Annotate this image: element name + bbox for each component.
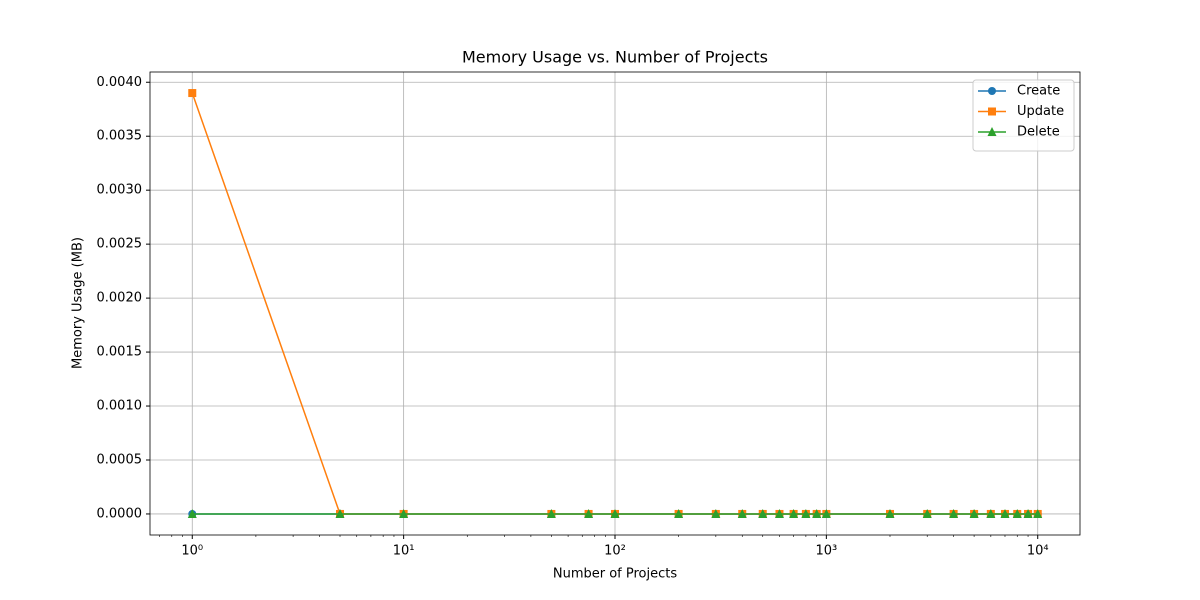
legend-label: Update [1017, 104, 1064, 119]
marker [335, 508, 345, 518]
marker [188, 89, 197, 98]
legend-label: Create [1017, 84, 1060, 99]
marker [885, 508, 895, 518]
y-axis-label: Memory Usage (MB) [71, 237, 86, 369]
marker [969, 508, 979, 518]
marker [674, 508, 684, 518]
x-tick-label: 10⁴ [1027, 544, 1049, 559]
marker [774, 508, 784, 518]
marker [1000, 508, 1010, 518]
marker [1023, 508, 1033, 518]
legend-marker [988, 107, 996, 116]
marker [949, 508, 959, 518]
legend-marker [987, 127, 997, 136]
x-tick-label: 10¹ [393, 544, 415, 559]
marker [737, 508, 747, 518]
marker [789, 508, 799, 518]
plot-frame [149, 71, 1081, 536]
marker [986, 508, 996, 518]
chart-title: Memory Usage vs. Number of Projects [462, 48, 768, 67]
marker [821, 508, 831, 518]
y-tick-label: 0.0010 [97, 399, 143, 414]
marker [584, 508, 594, 518]
marker [812, 508, 822, 518]
y-tick-label: 0.0025 [97, 237, 143, 252]
marker [1033, 508, 1043, 518]
marker [1012, 508, 1022, 518]
legend-box [972, 79, 1075, 152]
marker [711, 508, 721, 518]
marker [610, 508, 620, 518]
marker [546, 508, 556, 518]
y-tick-label: 0.0020 [97, 291, 143, 306]
legend-marker [988, 87, 996, 95]
y-tick-label: 0.0005 [97, 452, 143, 467]
x-tick-label: 10³ [815, 544, 837, 559]
x-axis-label: Number of Projects [553, 567, 677, 582]
y-tick-label: 0.0015 [97, 345, 143, 360]
y-tick-label: 0.0035 [97, 129, 143, 144]
y-tick-label: 0.0030 [97, 183, 143, 198]
marker [758, 508, 768, 518]
y-tick-label: 0.0040 [97, 75, 143, 90]
marker [187, 508, 197, 518]
y-tick-label: 0.0000 [97, 506, 143, 521]
x-tick-label: 10² [604, 544, 626, 559]
marker [922, 508, 932, 518]
marker [801, 508, 811, 518]
marker [399, 508, 409, 518]
x-tick-label: 10⁰ [181, 544, 203, 559]
legend-label: Delete [1017, 125, 1060, 140]
